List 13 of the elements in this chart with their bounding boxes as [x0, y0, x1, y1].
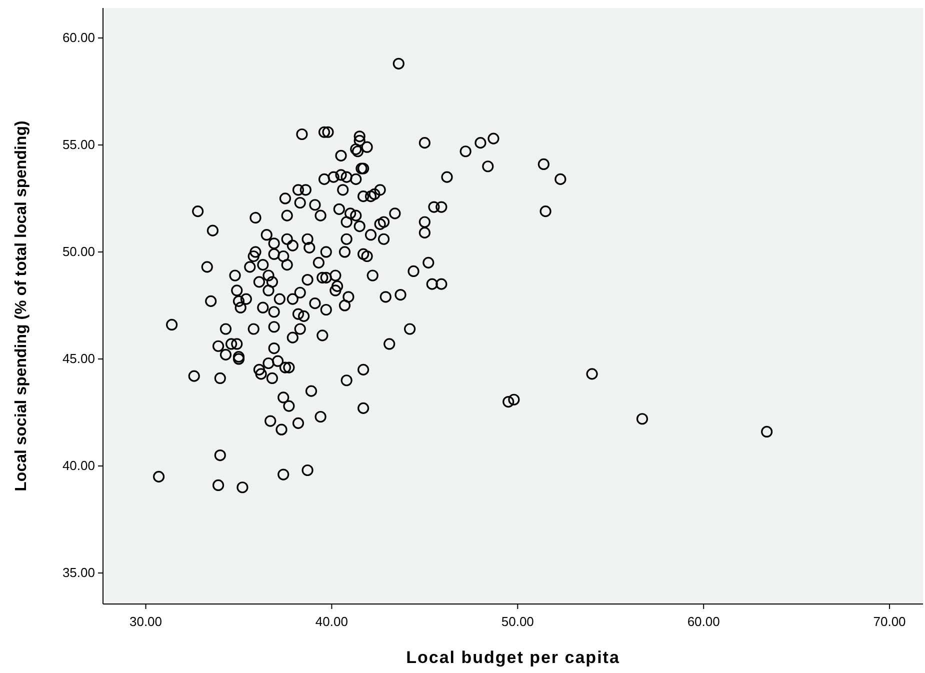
- y-tick-label: 40.00: [62, 458, 95, 473]
- y-tick-label: 35.00: [62, 564, 95, 580]
- x-tick-label: 70.00: [873, 614, 906, 629]
- x-tick-label: 50.00: [501, 614, 534, 629]
- x-tick-label: 60.00: [687, 614, 720, 629]
- y-axis-title: Local social spending (% of total local spending): [13, 120, 30, 492]
- x-tick-label: 30.00: [129, 614, 162, 629]
- y-tick-label: 45.00: [62, 350, 95, 366]
- y-tick-label: 50.00: [62, 244, 95, 259]
- y-tick-label: 55.00: [62, 136, 95, 152]
- x-axis-title: Local budget per capita: [406, 648, 620, 667]
- x-tick-label: 40.00: [315, 614, 348, 629]
- y-tick-label: 60.00: [62, 30, 95, 45]
